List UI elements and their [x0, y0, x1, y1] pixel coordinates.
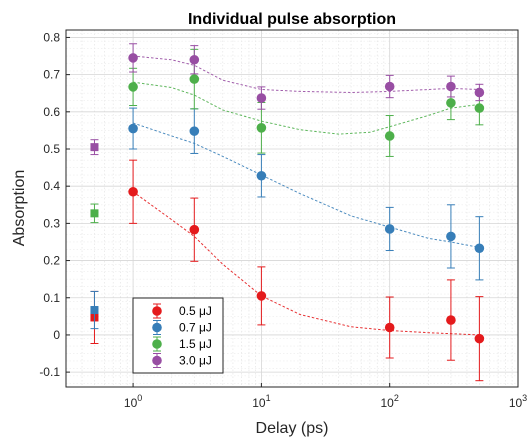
data-point [128, 186, 138, 197]
y-tick-label: 0.5 [43, 142, 60, 156]
fit-curve [132, 191, 480, 336]
data-point [384, 322, 395, 333]
legend-marker [152, 322, 162, 333]
legend-box [132, 297, 224, 374]
data-point [128, 53, 138, 63]
data-point [384, 131, 395, 141]
y-tick-label: 0 [53, 328, 60, 342]
legend-label: 0.5 μJ [179, 304, 212, 318]
legend: 0.5 μJ 0.7 μJ 1.5 μJ 3.0 μJ [132, 297, 224, 374]
fit-curve [132, 122, 480, 248]
data-point [189, 54, 200, 65]
y-tick-label: 0.3 [43, 216, 60, 230]
y-axis-label: Absorption [11, 170, 28, 247]
reference-marker [90, 143, 99, 152]
y-tick-label: 0.4 [43, 179, 60, 193]
legend-label: 0.7 μJ [179, 321, 212, 335]
fit-curves [132, 55, 480, 336]
x-tick-label: 101 [252, 393, 270, 410]
data-point [256, 123, 267, 133]
data-point [474, 103, 485, 113]
data-point [446, 231, 456, 242]
legend-label: 1.5 μJ [179, 337, 212, 351]
y-tick-label: -0.1 [39, 365, 60, 379]
data-point [256, 291, 267, 301]
data-point [128, 82, 138, 92]
y-tick-label: 0.8 [43, 30, 60, 44]
data-point [446, 98, 456, 108]
data-point [446, 315, 456, 325]
x-tick-label: 102 [381, 393, 399, 410]
y-tick-label: 0.6 [43, 105, 60, 119]
legend-marker [152, 355, 162, 366]
y-tick-label: 0.1 [43, 291, 60, 305]
data-point [189, 126, 200, 136]
data-point [384, 224, 395, 234]
x-tick-label: 100 [124, 393, 142, 410]
data-point [384, 81, 395, 92]
data-point [256, 93, 267, 103]
data-markers [90, 43, 485, 382]
y-axis-ticks: -0.1 0 0.1 0.2 0.3 0.4 0.5 0.6 0.7 0.8 [39, 30, 70, 379]
fit-curve [133, 55, 480, 94]
data-point [189, 74, 200, 84]
data-point [474, 243, 485, 254]
legend-marker [152, 339, 162, 349]
reference-marker [90, 209, 99, 218]
y-tick-label: 0.7 [43, 68, 60, 82]
fit-curve [133, 81, 480, 135]
x-axis-label: Delay (ps) [256, 420, 329, 437]
data-point [189, 224, 200, 235]
data-point [256, 170, 267, 181]
data-point [128, 123, 138, 134]
x-tick-label: 103 [509, 393, 527, 410]
data-point [446, 81, 456, 92]
plot-frame [65, 29, 519, 388]
data-point [474, 87, 485, 98]
y-tick-label: 0.2 [43, 254, 60, 268]
legend-marker [152, 306, 162, 316]
data-point [474, 333, 485, 344]
chart-title: Individual pulse absorption [188, 11, 396, 28]
x-axis-ticks: 100 101 102 103 [124, 383, 527, 410]
legend-label: 3.0 μJ [179, 354, 212, 368]
reference-marker [90, 306, 99, 315]
